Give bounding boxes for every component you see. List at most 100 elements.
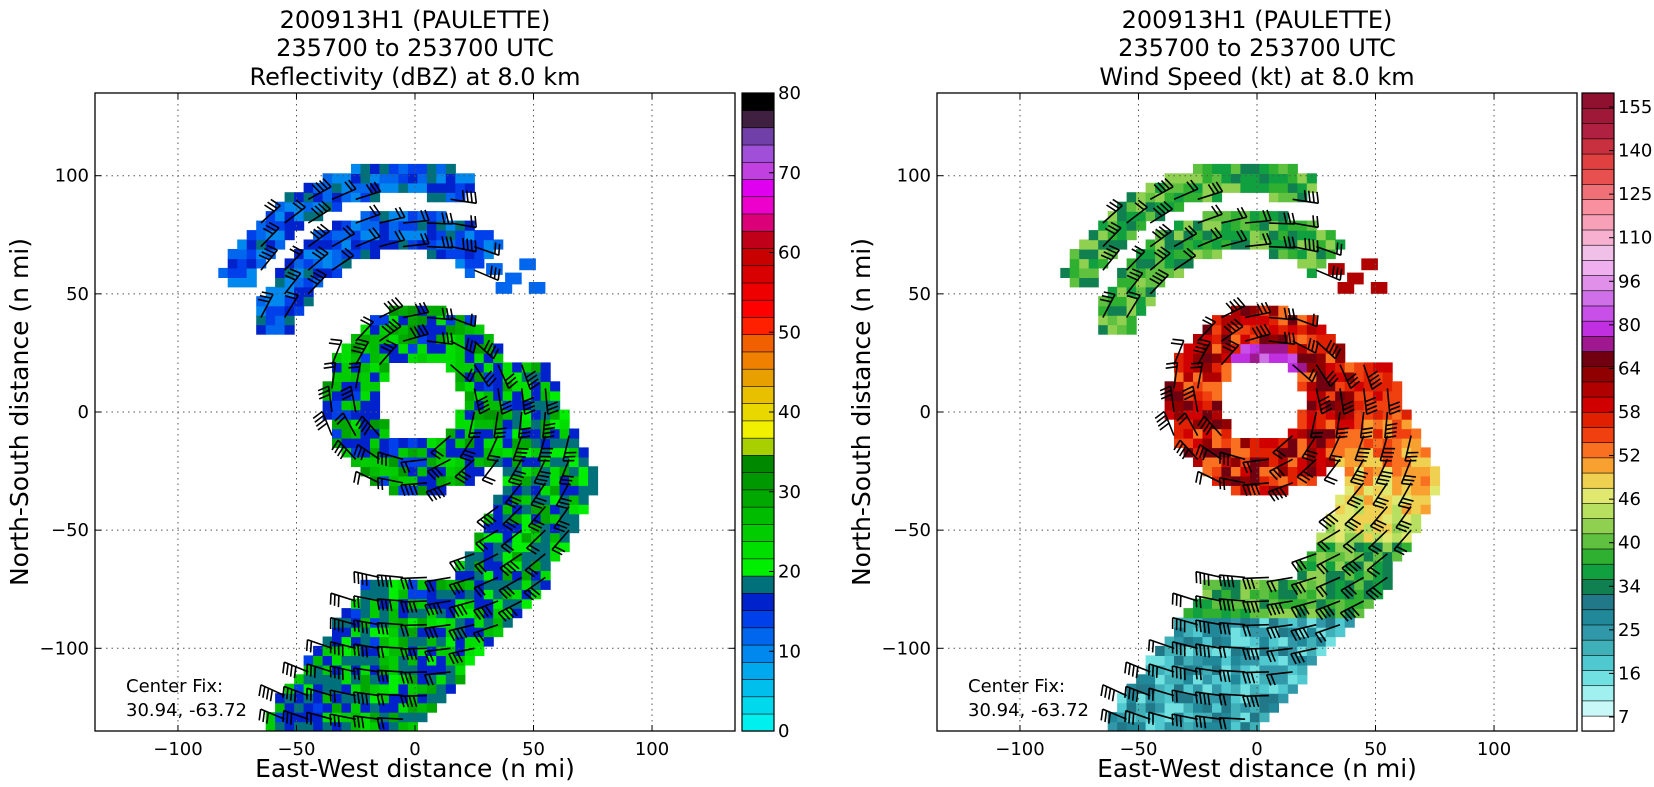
field-cell xyxy=(379,324,390,335)
wind-barb xyxy=(1323,458,1341,485)
wind-barb xyxy=(1242,600,1269,614)
wind-barb xyxy=(481,458,499,485)
field-cell xyxy=(1212,636,1223,647)
wind-barb xyxy=(524,553,546,578)
field-cell xyxy=(303,286,314,297)
field-cell xyxy=(1202,362,1213,373)
wind-barb xyxy=(329,592,356,608)
field-cell xyxy=(1240,305,1251,316)
field-cell xyxy=(313,239,324,250)
field-cell xyxy=(464,475,475,486)
wind-barb xyxy=(1197,415,1222,437)
field-cell xyxy=(1392,513,1403,524)
field-cell xyxy=(426,475,437,486)
wind-barb xyxy=(537,435,554,462)
field-cell xyxy=(1392,504,1403,515)
field-cell xyxy=(417,447,428,458)
field-cell xyxy=(398,239,409,250)
field-cell xyxy=(502,485,513,496)
field-cell xyxy=(1174,674,1185,685)
field-cell xyxy=(1174,712,1185,723)
field-cell xyxy=(379,334,390,345)
colorbar-segment xyxy=(741,92,775,111)
field-cell xyxy=(445,475,456,486)
field-cell xyxy=(445,456,456,467)
wind-barb xyxy=(558,459,574,486)
wind-barb xyxy=(1242,458,1269,474)
field-cell xyxy=(1212,419,1223,430)
field-cell xyxy=(379,456,390,467)
field-cell xyxy=(1354,428,1365,439)
field-cell xyxy=(1145,192,1156,203)
wind-barb xyxy=(1148,711,1175,725)
x-tick-label: −50 xyxy=(277,739,315,760)
field-cell xyxy=(360,334,371,345)
field-cell xyxy=(1354,381,1365,392)
field-cell xyxy=(398,702,409,713)
field-cell xyxy=(313,277,324,288)
colorbar-segment xyxy=(1581,199,1615,216)
colorbar-tick-label: 70 xyxy=(778,163,801,184)
field-cell xyxy=(1174,201,1185,212)
wind-barbs xyxy=(257,178,577,730)
field-cell xyxy=(313,712,324,723)
field-cell xyxy=(531,362,542,373)
field-cell xyxy=(370,334,381,345)
colorbar-segment xyxy=(741,213,775,232)
field-cell xyxy=(1344,371,1355,382)
field-cell xyxy=(1164,192,1175,203)
field-cell xyxy=(1259,712,1270,723)
field-cell xyxy=(578,485,589,496)
field-cell xyxy=(1230,239,1241,250)
field-cell xyxy=(1164,721,1175,731)
field-cell xyxy=(351,371,362,382)
field-cell xyxy=(256,249,267,260)
field-cell xyxy=(502,447,513,458)
field-cell xyxy=(379,163,390,174)
field-cell xyxy=(493,589,504,600)
field-cell xyxy=(540,371,551,382)
colorbar-segment xyxy=(741,644,775,663)
field-cell xyxy=(1174,400,1185,411)
field-cell xyxy=(531,494,542,505)
field-cell xyxy=(445,645,456,656)
field-cell xyxy=(341,721,352,731)
field-cell xyxy=(284,211,295,222)
field-cell xyxy=(464,655,475,666)
field-cell xyxy=(540,542,551,553)
field-cell xyxy=(512,475,523,486)
colorbar-tick-label: 46 xyxy=(1618,489,1641,510)
field-cell xyxy=(313,192,324,203)
field-cell xyxy=(1221,664,1232,675)
field-cell xyxy=(284,702,295,713)
field-cell xyxy=(1268,334,1279,345)
field-cell xyxy=(1382,560,1393,571)
field-cell xyxy=(351,456,362,467)
wind-barb xyxy=(1218,669,1246,683)
field-cell xyxy=(1164,674,1175,685)
field-cell xyxy=(322,645,333,656)
field-cell xyxy=(483,334,494,345)
field-cell xyxy=(256,230,267,241)
field-cell xyxy=(1183,721,1194,731)
wind-barb xyxy=(1159,385,1175,413)
field-cell xyxy=(237,277,248,288)
field-cell xyxy=(1193,598,1204,609)
field-cell xyxy=(407,579,418,590)
colorbar-segment xyxy=(741,196,775,215)
field-cell xyxy=(1240,598,1251,609)
field-cell xyxy=(351,683,362,694)
field-cell xyxy=(1221,456,1232,467)
field-cell xyxy=(474,466,485,477)
field-cell xyxy=(379,579,390,590)
field-cell xyxy=(1202,466,1213,477)
field-cell xyxy=(1098,230,1109,241)
wind-barb xyxy=(449,553,475,573)
field-cell xyxy=(351,409,362,420)
wind-barb xyxy=(1218,598,1246,612)
field-cell xyxy=(360,466,371,477)
field-cell xyxy=(1268,608,1279,619)
field-cell xyxy=(1193,343,1204,354)
field-cell xyxy=(388,220,399,231)
